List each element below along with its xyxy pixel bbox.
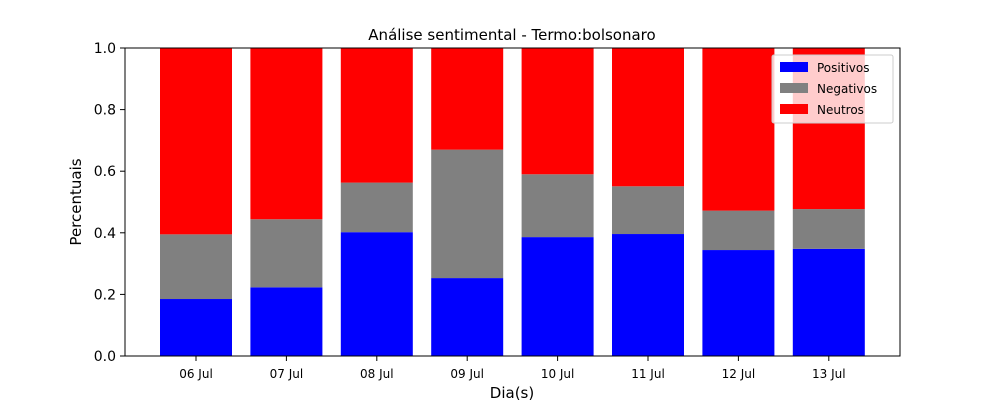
bar-neutros-6 (612, 48, 684, 187)
x-tick-label: 07 Jul (270, 367, 304, 381)
legend-label-positivos: Positivos (817, 61, 869, 75)
bar-neutros-7 (702, 48, 775, 211)
bar-negativos-6 (612, 186, 684, 235)
bar-positivos-1 (160, 299, 232, 356)
x-axis-label: Dia(s) (490, 384, 534, 400)
bar-negativos-2 (250, 219, 323, 288)
bar-neutros-3 (340, 48, 413, 183)
bar-negativos-3 (340, 182, 413, 233)
x-tick-label: 12 Jul (722, 367, 756, 381)
bar-neutros-5 (521, 48, 594, 175)
legend-swatch-negativos (780, 83, 808, 93)
bar-positivos-2 (250, 287, 323, 356)
x-tick-label: 08 Jul (360, 367, 394, 381)
y-tick-label: 0.8 (94, 103, 116, 119)
bar-positivos-4 (431, 278, 504, 356)
bar-positivos-6 (612, 234, 684, 356)
x-axis: 06 Jul 07 Jul 08 Jul 09 Jul 10 Jul 11 Jul 12 J… (179, 356, 846, 381)
y-tick-label: 0.6 (94, 164, 116, 180)
y-tick-label: 0.0 (94, 349, 116, 365)
x-tick-label: 13 Jul (812, 367, 846, 381)
bar-neutros-1 (160, 48, 232, 235)
bar-positivos-3 (340, 232, 413, 356)
bar-positivos-8 (792, 248, 865, 356)
bar-neutros-2 (250, 48, 323, 220)
legend-swatch-neutros (780, 104, 808, 114)
y-tick-label: 0.2 (94, 287, 116, 303)
bar-negativos-5 (521, 174, 594, 238)
legend: Positivos Negativos Neutros (771, 54, 894, 124)
chart-title: Análise sentimental - Termo:bolsonaro (368, 26, 655, 44)
x-tick-label: 06 Jul (179, 367, 213, 381)
y-tick-label: 1.0 (94, 41, 116, 57)
x-tick-label: 09 Jul (450, 367, 484, 381)
legend-swatch-positivos (780, 62, 808, 72)
bar-neutros-4 (431, 48, 504, 150)
bar-positivos-5 (521, 237, 594, 356)
bar-negativos-7 (702, 210, 775, 251)
y-axis: 0.0 0.2 0.4 0.6 0.8 1.0 (94, 41, 125, 365)
y-axis-label: Percentuais (67, 158, 85, 245)
bar-positivos-7 (702, 250, 775, 356)
x-tick-label: 11 Jul (631, 367, 665, 381)
plot-area-frame (124, 47, 901, 357)
y-tick-label: 0.4 (94, 226, 116, 242)
bar-negativos-8 (792, 209, 865, 249)
bar-negativos-1 (160, 234, 232, 300)
bar-negativos-4 (431, 149, 504, 279)
legend-label-neutros: Neutros (817, 103, 864, 117)
legend-label-negativos: Negativos (817, 82, 877, 96)
bars-layer (160, 48, 865, 356)
x-tick-label: 10 Jul (541, 367, 575, 381)
